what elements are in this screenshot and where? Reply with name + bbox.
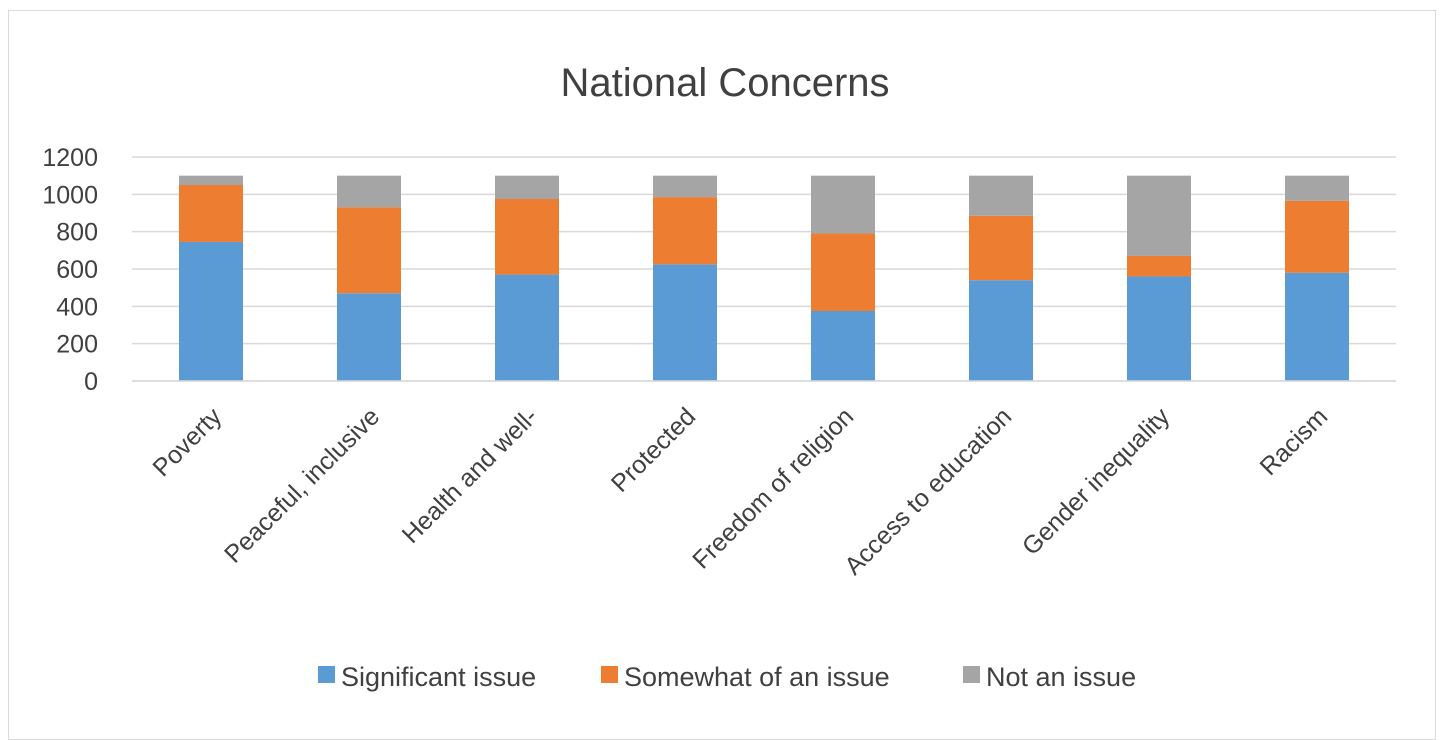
y-tick-label: 600 — [56, 256, 98, 284]
bar-segment: Somewhat of an issue: 110 — [1127, 255, 1191, 277]
x-tick-label: Protected — [606, 402, 701, 497]
bar-segment: Somewhat of an issue: 305 — [179, 185, 243, 242]
x-tick-label: Racism — [1255, 402, 1334, 481]
bar-segment: Significant issue: 470 — [337, 293, 401, 381]
legend-label: Somewhat of an issue — [624, 662, 890, 692]
bar-segment: Significant issue: 745 — [179, 241, 243, 381]
bar-segment: Not an issue: 215 — [969, 175, 1033, 216]
x-tick-label: Freedom of religion — [687, 402, 859, 574]
bar-segment: Significant issue: 625 — [653, 264, 717, 381]
bar-segment: Somewhat of an issue: 345 — [969, 215, 1033, 281]
x-tick-label: Health and well- — [397, 402, 544, 549]
bar-segment: Not an issue: 115 — [653, 175, 717, 198]
bar-segment: Somewhat of an issue: 405 — [495, 199, 559, 275]
legend-label: Significant issue — [341, 662, 536, 692]
bar-segment: Significant issue: 540 — [969, 280, 1033, 381]
bar-segment: Significant issue: 580 — [1285, 272, 1349, 381]
y-tick-label: 800 — [56, 219, 98, 247]
x-tick-label: Access to education — [839, 402, 1017, 580]
bar-segment: Not an issue: 135 — [1285, 175, 1349, 201]
x-tick-label: Gender inequality — [1017, 402, 1176, 561]
chart-title: National Concerns — [560, 61, 889, 105]
legend-swatch — [963, 666, 980, 683]
bar-segment: Not an issue: 170 — [337, 175, 401, 208]
bar-segment: Somewhat of an issue: 360 — [653, 197, 717, 265]
y-tick-label: 0 — [84, 368, 98, 396]
y-tick-label: 200 — [56, 331, 98, 359]
y-tick-label: 400 — [56, 293, 98, 321]
legend-swatch — [601, 666, 618, 683]
bars: Significant issue: 745Somewhat of an iss… — [179, 175, 1349, 381]
y-tick-label: 1200 — [42, 144, 98, 172]
y-tick-label: 1000 — [42, 181, 98, 209]
bar-segment: Not an issue: 125 — [495, 175, 559, 199]
y-axis: 0 200 400 600 800 1000 1200 — [42, 144, 98, 396]
x-tick-label: Peaceful, inclusive — [219, 402, 385, 568]
gridlines — [132, 156, 1396, 382]
bar-segment: Not an issue: 430 — [1127, 175, 1191, 256]
bar-segment: Somewhat of an issue: 460 — [337, 207, 401, 294]
bar-segment: Somewhat of an issue: 415 — [811, 233, 875, 311]
legend: Significant issue Somewhat of an issue Not… — [318, 662, 1136, 692]
bar-segment: Somewhat of an issue: 385 — [1285, 200, 1349, 273]
bar-segment: Significant issue: 560 — [1127, 276, 1191, 381]
x-tick-label: Poverty — [148, 402, 228, 482]
bar-segment: Not an issue: 50 — [179, 175, 243, 185]
chart-frame — [8, 10, 1436, 740]
legend-swatch — [318, 666, 335, 683]
legend-label: Not an issue — [986, 662, 1136, 692]
bar-segment: Not an issue: 310 — [811, 175, 875, 234]
bar-segment: Significant issue: 375 — [811, 311, 875, 381]
bar-segment: Significant issue: 570 — [495, 274, 559, 381]
